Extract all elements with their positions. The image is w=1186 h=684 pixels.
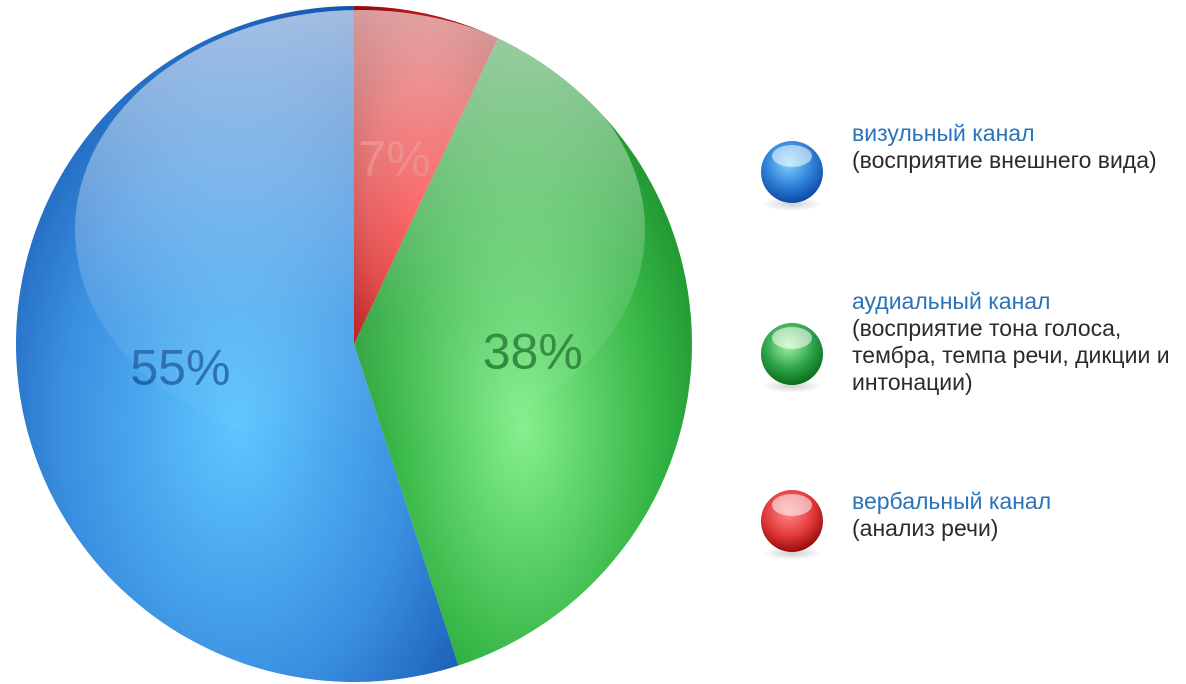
legend-text-audial: аудиальный канал (восприятие тона голоса… (852, 288, 1181, 396)
legend-description: (анализ речи) (852, 515, 999, 541)
legend-text-verbal: вербальный канал (анализ речи) (852, 488, 1051, 542)
pie-chart: 55%38%7% (15, 6, 692, 682)
legend-title: аудиальный канал (852, 288, 1051, 314)
blue-sphere-icon (761, 141, 823, 211)
legend-description: (восприятие внешнего вида) (852, 147, 1157, 173)
legend-title: вербальный канал (852, 488, 1052, 514)
green-sphere-icon (761, 323, 823, 393)
legend-text-visual: визульный канал (восприятие внешнего вид… (852, 120, 1157, 174)
legend-description: (восприятие тона голоса, тембра, темпа р… (852, 315, 1170, 395)
pie-gloss-highlight (75, 10, 645, 450)
red-sphere-icon (761, 490, 823, 560)
legend-title: визульный канал (852, 120, 1035, 146)
